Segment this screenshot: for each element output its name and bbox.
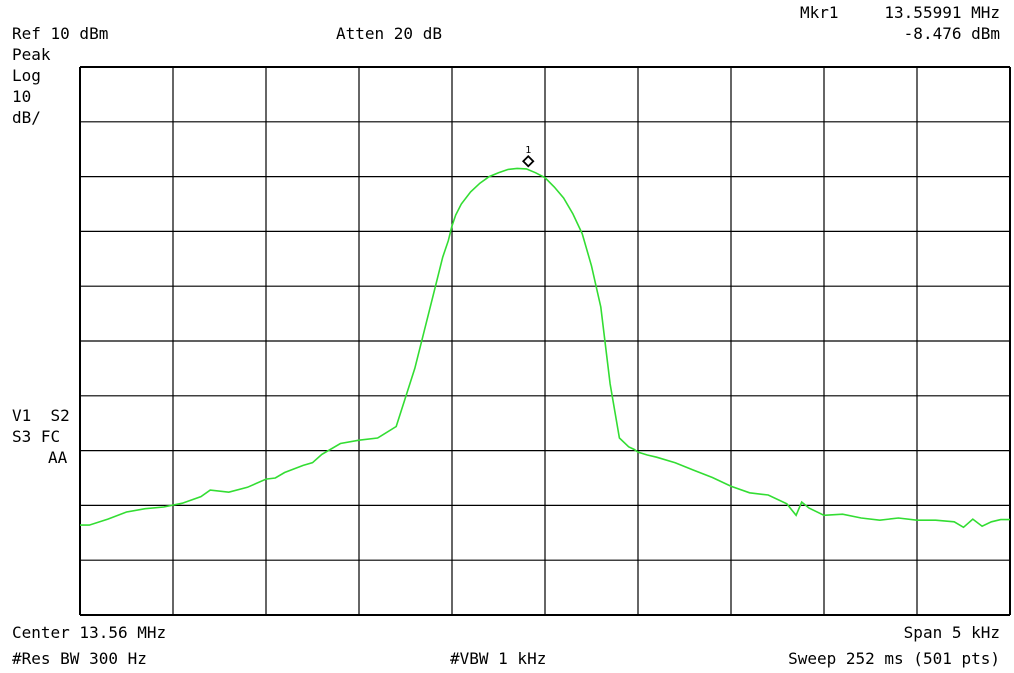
- center-frequency: Center 13.56 MHz: [12, 623, 167, 642]
- sweep-time: Sweep 252 ms (501 pts): [788, 649, 1000, 668]
- marker-frequency: 13.55991 MHz: [884, 3, 1000, 22]
- video-bandwidth: #VBW 1 kHz: [450, 649, 547, 668]
- scale-unit: dB/: [12, 108, 41, 127]
- marker-amplitude: -8.476 dBm: [903, 24, 1000, 43]
- status-line-3: AA: [48, 448, 68, 467]
- attenuation: Atten 20 dB: [336, 24, 442, 43]
- status-line-2: S3 FC: [12, 427, 61, 446]
- frequency-span: Span 5 kHz: [903, 623, 1000, 642]
- status-line-1: V1 S2: [12, 406, 70, 425]
- spectrum-trace: [80, 167, 1010, 529]
- marker-readout-label: Mkr1: [800, 3, 839, 22]
- resolution-bandwidth: #Res BW 300 Hz: [12, 649, 147, 668]
- reference-level: Ref 10 dBm: [12, 24, 109, 43]
- detector-mode: Peak: [12, 45, 51, 64]
- marker-1: 1: [521, 145, 535, 168]
- graticule: [79, 66, 1011, 616]
- scale-type: Log: [12, 66, 41, 85]
- scale-value: 10: [12, 87, 32, 106]
- marker-number: 1: [525, 145, 531, 156]
- marker-diamond-icon: [521, 154, 535, 168]
